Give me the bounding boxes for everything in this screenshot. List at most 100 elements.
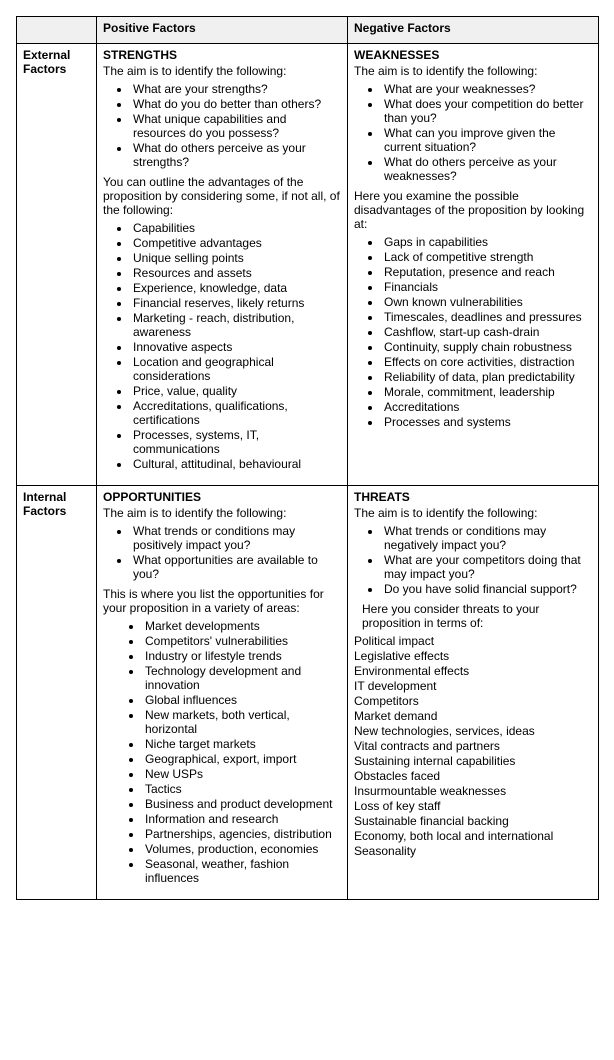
row-header-internal: Internal Factors <box>17 486 97 900</box>
list-item: Reliability of data, plan predictability <box>382 370 592 384</box>
cell-threats: THREATS The aim is to identify the follo… <box>348 486 599 900</box>
list-item: Continuity, supply chain robustness <box>382 340 592 354</box>
list-item: What do you do better than others? <box>131 97 341 111</box>
line-item: Environmental effects <box>354 664 592 678</box>
list-item: Financial reserves, likely returns <box>131 296 341 310</box>
list-item: Do you have solid financial support? <box>382 582 592 596</box>
line-item: New technologies, services, ideas <box>354 724 592 738</box>
cell-weaknesses: WEAKNESSES The aim is to identify the fo… <box>348 44 599 486</box>
line-item: Legislative effects <box>354 649 592 663</box>
list-item: Accreditations <box>382 400 592 414</box>
list-item: Experience, knowledge, data <box>131 281 341 295</box>
list-item: Capabilities <box>131 221 341 235</box>
list-item: Business and product development <box>143 797 341 811</box>
line-item: IT development <box>354 679 592 693</box>
line-item: Competitors <box>354 694 592 708</box>
list-item: Morale, commitment, leadership <box>382 385 592 399</box>
header-negative: Negative Factors <box>348 17 599 44</box>
list-item: New USPs <box>143 767 341 781</box>
list-item: Industry or lifestyle trends <box>143 649 341 663</box>
list-item: What do others perceive as your weakness… <box>382 155 592 183</box>
opportunities-questions: What trends or conditions may positively… <box>103 524 341 581</box>
list-item: Lack of competitive strength <box>382 250 592 264</box>
weaknesses-questions: What are your weaknesses? What does your… <box>354 82 592 183</box>
list-item: Niche target markets <box>143 737 341 751</box>
row-header-external: External Factors <box>17 44 97 486</box>
list-item: Processes and systems <box>382 415 592 429</box>
list-item: Marketing - reach, distribution, awarene… <box>131 311 341 339</box>
list-item: What do others perceive as your strength… <box>131 141 341 169</box>
header-positive: Positive Factors <box>97 17 348 44</box>
line-item: Economy, both local and international <box>354 829 592 843</box>
threats-title: THREATS <box>354 490 592 504</box>
strengths-mid: You can outline the advantages of the pr… <box>103 175 341 217</box>
weaknesses-mid: Here you examine the possible disadvanta… <box>354 189 592 231</box>
list-item: Accreditations, qualifications, certific… <box>131 399 341 427</box>
list-item: Seasonal, weather, fashion influences <box>143 857 341 885</box>
list-item: Geographical, export, import <box>143 752 341 766</box>
opportunities-items: Market developments Competitors' vulnera… <box>103 619 341 885</box>
list-item: What are your weaknesses? <box>382 82 592 96</box>
weaknesses-intro: The aim is to identify the following: <box>354 64 592 78</box>
list-item: Innovative aspects <box>131 340 341 354</box>
line-item: Loss of key staff <box>354 799 592 813</box>
opportunities-mid: This is where you list the opportunities… <box>103 587 341 615</box>
list-item: Financials <box>382 280 592 294</box>
swot-table: Positive Factors Negative Factors Extern… <box>16 16 599 900</box>
line-item: Insurmountable weaknesses <box>354 784 592 798</box>
list-item: Price, value, quality <box>131 384 341 398</box>
list-item: What are your competitors doing that may… <box>382 553 592 581</box>
strengths-title: STRENGTHS <box>103 48 341 62</box>
list-item: Market developments <box>143 619 341 633</box>
list-item: Cultural, attitudinal, behavioural <box>131 457 341 471</box>
list-item: Tactics <box>143 782 341 796</box>
list-item: What trends or conditions may negatively… <box>382 524 592 552</box>
internal-row: Internal Factors OPPORTUNITIES The aim i… <box>17 486 599 900</box>
cell-strengths: STRENGTHS The aim is to identify the fol… <box>97 44 348 486</box>
header-empty <box>17 17 97 44</box>
header-row: Positive Factors Negative Factors <box>17 17 599 44</box>
list-item: Global influences <box>143 693 341 707</box>
list-item: Reputation, presence and reach <box>382 265 592 279</box>
list-item: What are your strengths? <box>131 82 341 96</box>
list-item: Gaps in capabilities <box>382 235 592 249</box>
list-item: Resources and assets <box>131 266 341 280</box>
opportunities-intro: The aim is to identify the following: <box>103 506 341 520</box>
threats-lines: Political impact Legislative effects Env… <box>354 634 592 858</box>
list-item: Cashflow, start-up cash-drain <box>382 325 592 339</box>
list-item: Location and geographical considerations <box>131 355 341 383</box>
list-item: Information and research <box>143 812 341 826</box>
list-item: What can you improve given the current s… <box>382 126 592 154</box>
list-item: Effects on core activities, distraction <box>382 355 592 369</box>
list-item: New markets, both vertical, horizontal <box>143 708 341 736</box>
list-item: Own known vulnerabilities <box>382 295 592 309</box>
strengths-intro: The aim is to identify the following: <box>103 64 341 78</box>
line-item: Vital contracts and partners <box>354 739 592 753</box>
cell-opportunities: OPPORTUNITIES The aim is to identify the… <box>97 486 348 900</box>
strengths-items: Capabilities Competitive advantages Uniq… <box>103 221 341 471</box>
list-item: Volumes, production, economies <box>143 842 341 856</box>
list-item: Unique selling points <box>131 251 341 265</box>
line-item: Political impact <box>354 634 592 648</box>
list-item: What trends or conditions may positively… <box>131 524 341 552</box>
weaknesses-title: WEAKNESSES <box>354 48 592 62</box>
line-item: Seasonality <box>354 844 592 858</box>
line-item: Sustaining internal capabilities <box>354 754 592 768</box>
list-item: Processes, systems, IT, communications <box>131 428 341 456</box>
weaknesses-items: Gaps in capabilities Lack of competitive… <box>354 235 592 429</box>
threats-mid: Here you consider threats to your propos… <box>362 602 592 630</box>
threats-intro: The aim is to identify the following: <box>354 506 592 520</box>
external-row: External Factors STRENGTHS The aim is to… <box>17 44 599 486</box>
list-item: Partnerships, agencies, distribution <box>143 827 341 841</box>
line-item: Market demand <box>354 709 592 723</box>
list-item: Competitive advantages <box>131 236 341 250</box>
list-item: What does your competition do better tha… <box>382 97 592 125</box>
threats-questions: What trends or conditions may negatively… <box>354 524 592 596</box>
list-item: What unique capabilities and resources d… <box>131 112 341 140</box>
list-item: Technology development and innovation <box>143 664 341 692</box>
line-item: Sustainable financial backing <box>354 814 592 828</box>
list-item: Competitors' vulnerabilities <box>143 634 341 648</box>
line-item: Obstacles faced <box>354 769 592 783</box>
list-item: Timescales, deadlines and pressures <box>382 310 592 324</box>
strengths-questions: What are your strengths? What do you do … <box>103 82 341 169</box>
